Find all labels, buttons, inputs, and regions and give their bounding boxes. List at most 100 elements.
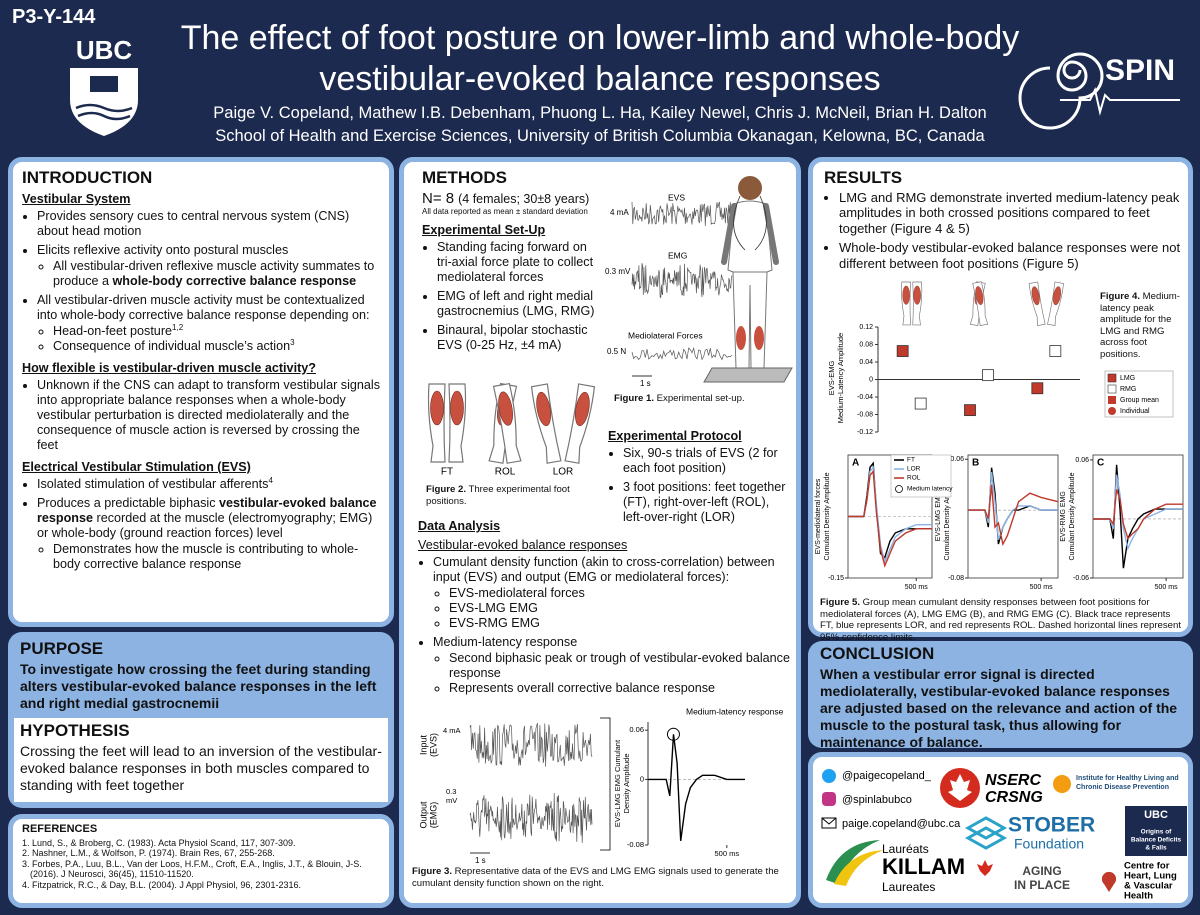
killam-swoosh	[834, 850, 884, 886]
arms	[721, 203, 779, 265]
sponsor-text: Chronic Disease Prevention	[1076, 784, 1169, 791]
text: Represents overall corrective balance re…	[449, 681, 716, 695]
references-heading: REFERENCES	[22, 823, 98, 835]
panel-label: C	[1097, 458, 1104, 469]
mail-icon	[821, 817, 837, 829]
leg	[492, 382, 522, 464]
sponsor-text: Balance Deficits	[1131, 837, 1182, 844]
y-tick-label: -0.04	[857, 394, 873, 401]
legend-swatch	[895, 485, 903, 493]
text-block: METHODS N= 8 (4 females; 30±8 years) All da…	[422, 169, 602, 357]
maple-leaf	[948, 774, 972, 801]
sponsor-text: KILLAM	[882, 854, 965, 879]
y-tick-label: 0.12	[859, 324, 873, 331]
legend-label: ROL	[907, 475, 921, 482]
leg	[912, 281, 923, 326]
leg	[448, 383, 467, 463]
bold-text: vestibular-evoked balance response	[37, 496, 377, 525]
bullet: Isolated stimulation of vestibular affer…	[37, 476, 382, 492]
text: All vestibular-driven muscle activity mu…	[37, 293, 370, 322]
text: Binaural, bipolar stochastic EVS (0-25 H…	[437, 323, 588, 352]
reference: 4. Fitzpatrick, R.C., & Day, B.L. (2004)…	[22, 879, 301, 890]
text: Group mean cumulant density responses be…	[820, 597, 1182, 643]
plot-frame	[967, 454, 1059, 579]
y-tick-label: 0	[869, 376, 873, 383]
subsection-heading: Electrical Vestibular Stimulation (EVS)	[22, 460, 251, 474]
sponsor-text: UBC	[1144, 809, 1168, 821]
reference: 3. Forbes, P.A., Luu, B.L., Van der Loos…	[22, 858, 362, 880]
y-axis-label: Cumulant Density Amplitude	[824, 472, 831, 560]
sub-bullet-list: EVS-mediolateral forcesEVS-LMG EMGEVS-RM…	[433, 586, 793, 631]
sponsor-text: & Falls	[1145, 845, 1167, 852]
text: Six, 90-s trials of EVS (2 for each foot…	[623, 446, 778, 475]
logo-waves	[75, 103, 133, 121]
data-line	[968, 484, 1059, 547]
subsection-heading: Data Analysis	[418, 519, 501, 533]
subsection-heading: Experimental Set-Up	[422, 223, 546, 237]
text-block: INTRODUCTION Vestibular System Provides se…	[22, 169, 382, 576]
sponsor-text: Laureates	[882, 880, 935, 894]
calf-muscle	[736, 326, 746, 350]
conclusion-panel	[808, 641, 1193, 748]
logo-text: SPIN	[1105, 54, 1175, 87]
bullet: Medium-latency response Second biphasic p…	[433, 635, 793, 696]
calf-muscle	[536, 391, 551, 427]
leg	[1028, 281, 1046, 326]
sample: N= 8 (4 females; 30±8 years)	[422, 191, 602, 207]
fig-label: 1 s	[475, 856, 486, 865]
sub-bullet-list: Second biphasic peak or trough of vestib…	[433, 651, 793, 696]
text: EVS-LMG EMG	[449, 601, 538, 615]
sponsor-text: Foundation	[1014, 836, 1084, 852]
bullet: Binaural, bipolar stochastic EVS (0-25 H…	[437, 323, 602, 353]
bullet: LMG and RMG demonstrate inverted medium-…	[839, 190, 1184, 237]
twitter-icon	[822, 769, 836, 783]
text: Isolated stimulation of vestibular affer…	[37, 477, 269, 491]
calf-muscle	[754, 326, 764, 350]
bullet-list: Provides sensory cues to central nervous…	[22, 209, 382, 354]
electrode-wires	[733, 195, 767, 251]
text-block: Figure 5. Group mean cumulant density re…	[820, 597, 1186, 643]
bullet: Six, 90-s trials of EVS (2 for each foot…	[623, 446, 793, 476]
contact: @spinlabubco	[842, 794, 912, 806]
sub-bullet-list: Demonstrates how the muscle is contribut…	[37, 542, 382, 572]
bullet: Whole-body vestibular-evoked balance res…	[839, 240, 1184, 271]
group-mean	[914, 397, 927, 410]
calf-muscle	[1052, 286, 1062, 306]
text-block: Figure 2. Three experimental foot positi…	[426, 484, 601, 507]
y-tick-label: -0.12	[857, 429, 873, 436]
sub-bullet: Second biphasic peak or trough of vestib…	[449, 651, 793, 681]
logo-text: UBC	[76, 35, 133, 65]
legs-body	[732, 271, 768, 369]
leg	[901, 281, 911, 326]
fig-label: 0.5 N	[607, 347, 626, 356]
text: LMG and RMG demonstrate inverted medium-…	[839, 189, 1180, 236]
bullet: Produces a predictable biphasic vestibul…	[37, 496, 382, 572]
sub-bullet: EVS-mediolateral forces	[449, 586, 793, 601]
signal-trace	[469, 722, 593, 767]
y-axis-label: EVS-LMG EMG Cumulant	[613, 739, 622, 827]
force-plate	[703, 367, 793, 383]
calf-muscle	[1031, 286, 1040, 306]
text: recorded at the muscle (electromyography…	[37, 511, 373, 540]
y-tick-label: -0.08	[857, 411, 873, 418]
sponsor-text: & Vascular	[1124, 881, 1173, 892]
authors: Paige V. Copeland, Mathew I.B. Debenham,…	[213, 104, 987, 122]
bullet: Unknown if the CNS can adapt to transfor…	[37, 378, 382, 453]
data-line	[1093, 464, 1183, 569]
y-axis-label: Medium-Latency Amplitude	[836, 333, 845, 423]
fig-label: 0.3 mV	[605, 267, 631, 276]
sub-bullet: Represents overall corrective balance re…	[449, 681, 793, 696]
y-axis-label: Cumulant Density Amplitude	[1069, 472, 1076, 560]
text: 3 foot positions: feet together (FT), ri…	[623, 480, 786, 524]
fig-label: mV	[446, 796, 457, 805]
title-line: The effect of foot posture on lower-limb…	[180, 19, 1020, 57]
text: Provides sensory cues to central nervous…	[37, 209, 350, 238]
text: Second biphasic peak or trough of vestib…	[449, 651, 790, 680]
sponsor-text: STOBER	[1008, 814, 1095, 837]
title-line: vestibular-evoked balance responses	[319, 60, 881, 98]
bullet-list: Cumulant density function (akin to cross…	[418, 555, 793, 696]
bullet-list: Isolated stimulation of vestibular affer…	[22, 476, 382, 572]
legend-label: LMG	[1120, 375, 1135, 382]
leg-icon	[1028, 281, 1064, 326]
text-block: RESULTS LMG and RMG demonstrate inverted …	[824, 169, 1184, 275]
